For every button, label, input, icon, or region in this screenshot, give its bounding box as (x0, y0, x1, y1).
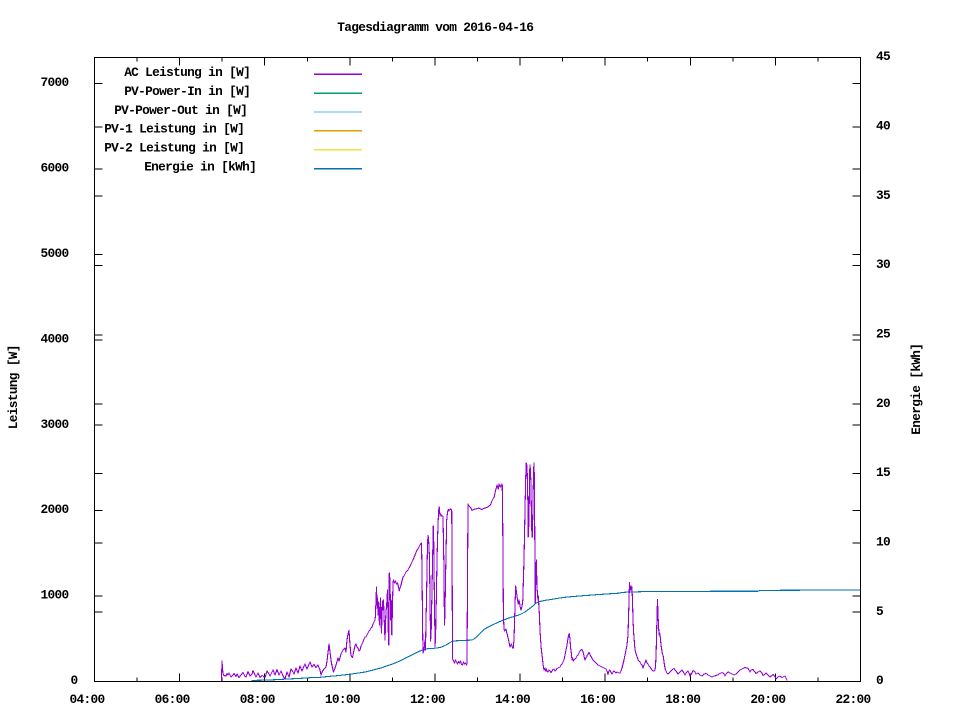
svg-text:PV-Power-Out in [W]: PV-Power-Out in [W] (114, 103, 247, 118)
svg-text:08:00: 08:00 (240, 692, 275, 707)
svg-text:30: 30 (876, 257, 890, 272)
svg-text:35: 35 (876, 188, 891, 203)
svg-text:4000: 4000 (41, 331, 69, 346)
svg-text:PV-2 Leistung in [W]: PV-2 Leistung in [W] (104, 141, 244, 156)
svg-text:04:00: 04:00 (70, 692, 105, 707)
svg-text:0: 0 (876, 673, 883, 688)
svg-text:16:00: 16:00 (580, 692, 615, 707)
svg-text:10: 10 (876, 534, 890, 549)
svg-text:20: 20 (876, 396, 890, 411)
svg-text:7000: 7000 (41, 75, 69, 90)
svg-text:PV-Power-In in [W]: PV-Power-In in [W] (124, 84, 250, 99)
svg-text:Energie [kWh]: Energie [kWh] (909, 344, 924, 435)
svg-text:0: 0 (71, 673, 78, 688)
svg-text:6000: 6000 (41, 161, 69, 176)
svg-text:12:00: 12:00 (410, 692, 445, 707)
svg-text:Energie in [kWh]: Energie in [kWh] (144, 160, 256, 175)
svg-text:14:00: 14:00 (495, 692, 530, 707)
svg-text:25: 25 (876, 326, 891, 341)
svg-text:10:00: 10:00 (325, 692, 360, 707)
svg-text:5: 5 (876, 604, 884, 619)
svg-text:PV-1 Leistung in [W]: PV-1 Leistung in [W] (104, 122, 244, 137)
svg-text:5000: 5000 (41, 246, 69, 261)
svg-text:Tagesdiagramm vom 2016-04-16: Tagesdiagramm vom 2016-04-16 (337, 20, 533, 35)
svg-text:Leistung [W]: Leistung [W] (6, 345, 21, 429)
svg-text:22:00: 22:00 (836, 692, 871, 707)
svg-text:2000: 2000 (41, 502, 69, 517)
svg-text:18:00: 18:00 (665, 692, 700, 707)
svg-text:40: 40 (876, 118, 890, 133)
svg-text:15: 15 (876, 465, 891, 480)
svg-text:45: 45 (876, 49, 891, 64)
svg-text:06:00: 06:00 (155, 692, 190, 707)
svg-text:AC Leistung in [W]: AC Leistung in [W] (124, 65, 250, 80)
svg-text:20:00: 20:00 (750, 692, 785, 707)
svg-text:3000: 3000 (41, 417, 69, 432)
svg-text:1000: 1000 (41, 588, 69, 603)
